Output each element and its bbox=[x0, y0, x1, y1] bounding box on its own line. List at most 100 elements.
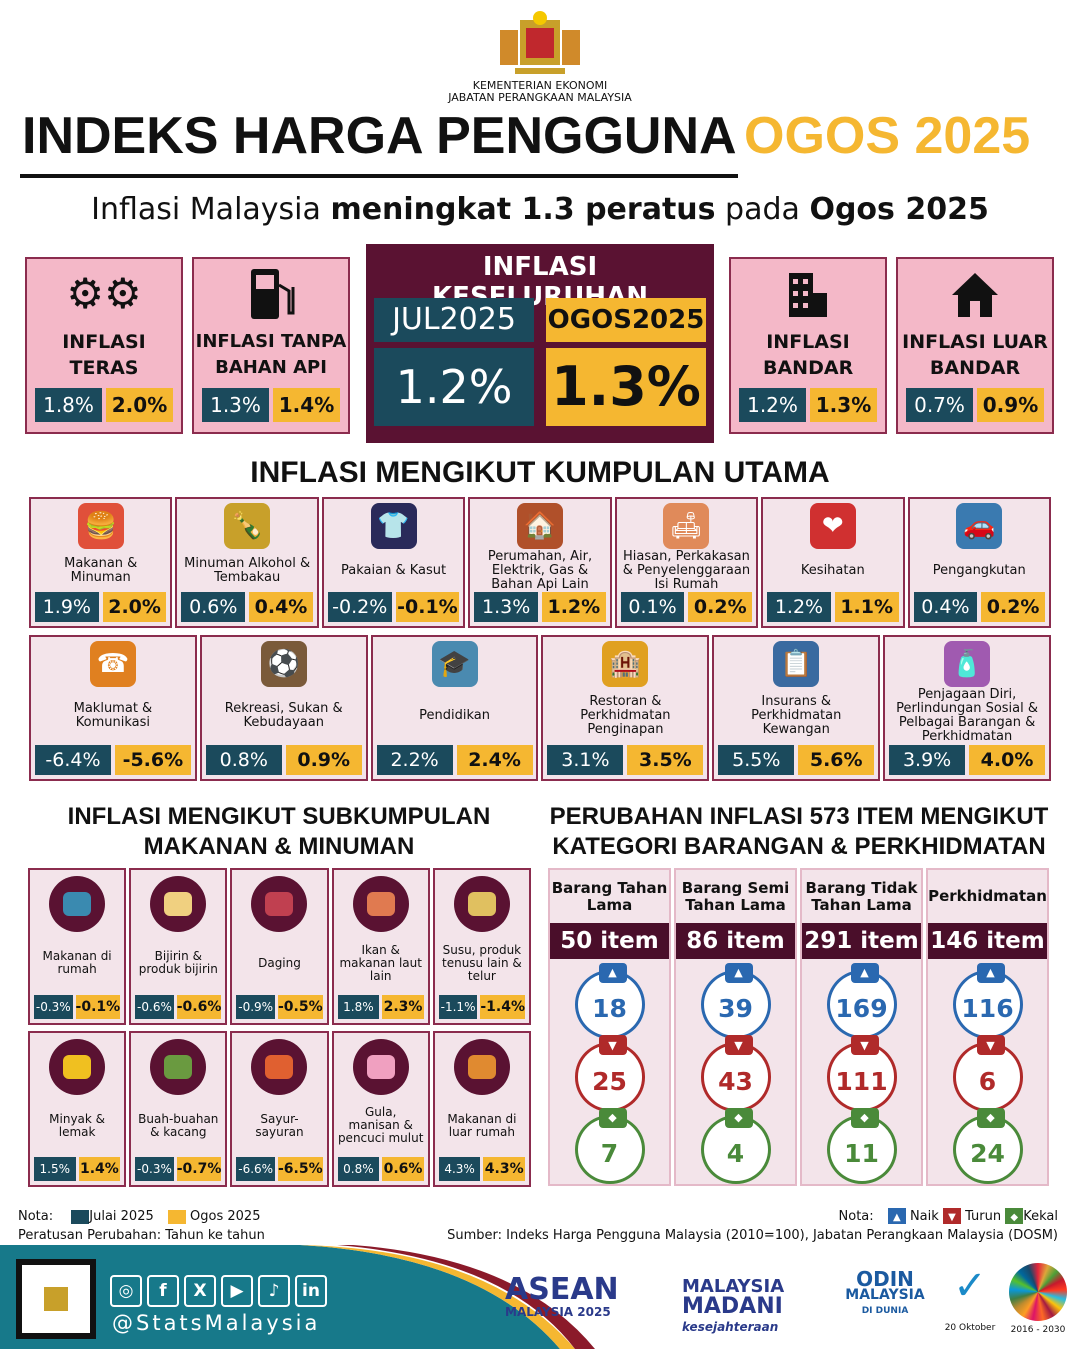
value-jul: 1.2% bbox=[739, 388, 806, 422]
item-category-column: Barang Tahan Lama 50 item ▲ 18 ▼ 25 ◆ 7 bbox=[548, 868, 671, 1186]
subgroup-card: Sayur-sayuran -6.6% -6.5% bbox=[230, 1030, 329, 1187]
category-label: Barang Tidak Tahan Lama bbox=[805, 878, 918, 914]
food-icon bbox=[352, 1038, 409, 1095]
turun-icon: ▼ bbox=[850, 1035, 879, 1056]
items-title: PERUBAHAN INFLASI 573 ITEM MENGIKUT KATE… bbox=[549, 803, 1049, 860]
naik-icon: ▲ bbox=[976, 962, 1005, 983]
food-icon bbox=[150, 876, 207, 932]
value-ogos: -6.5% bbox=[277, 1157, 323, 1181]
overall-title: INFLASI KESELURUHAN bbox=[432, 252, 648, 312]
subgroups-title: INFLASI MENGIKUT SUBKUMPULAN MAKANAN & M… bbox=[67, 803, 491, 860]
value-jul: 0.8% bbox=[337, 1157, 380, 1181]
building-icon bbox=[783, 259, 833, 329]
group-label: Hiasan, Perkakasan & Penyelenggaraan Isi… bbox=[622, 548, 751, 592]
value-jul: 0.4% bbox=[913, 592, 978, 622]
legend-swatch-jul bbox=[71, 1209, 90, 1224]
subgroup-card: Susu, produk tenusu lain & telur -1.1% -1… bbox=[432, 868, 531, 1025]
value-jul: 0.1% bbox=[620, 592, 685, 622]
value-jul: 1.5% bbox=[34, 1157, 76, 1181]
value-jul: 1.8% bbox=[337, 994, 380, 1019]
subgroup-card: Minyak & lemak 1.5% 1.4% bbox=[28, 1030, 127, 1187]
item-count: 291 item bbox=[802, 923, 921, 960]
x-icon[interactable]: X bbox=[184, 1275, 216, 1307]
legend-right: Nota: ▲ Naik ▼ Turun ◆ Kekal Sumber: Inde… bbox=[447, 1208, 1058, 1243]
facebook-icon[interactable]: f bbox=[147, 1275, 179, 1307]
basis-note: Peratusan Perubahan: Tahun ke tahun bbox=[18, 1228, 265, 1243]
value-ogos: 3.5% bbox=[627, 745, 704, 775]
subgroup-label: Makanan di luar rumah bbox=[447, 1111, 517, 1139]
youtube-icon[interactable]: ▶ bbox=[221, 1275, 253, 1307]
value-ogos: -0.1% bbox=[75, 994, 121, 1019]
value-ogos: 0.9% bbox=[285, 745, 362, 775]
value-jul: 1.3% bbox=[202, 388, 269, 422]
curr-period-label: OGOS2025 bbox=[546, 298, 706, 342]
value-jul: -0.3% bbox=[135, 1157, 174, 1181]
group-label: Perumahan, Air, Elektrik, Gas & Bahan Ap… bbox=[487, 548, 593, 592]
turun-icon: ▼ bbox=[724, 1035, 753, 1056]
instagram-icon[interactable]: ◎ bbox=[110, 1275, 142, 1307]
value-ogos: -0.1% bbox=[395, 592, 460, 622]
subgroup-card: Daging -0.9% -0.5% bbox=[230, 868, 329, 1025]
value-jul: -0.9% bbox=[236, 994, 275, 1019]
turun-count: ▼ 6 bbox=[952, 1035, 1023, 1112]
naik-icon: ▲ bbox=[887, 1208, 906, 1224]
value-jul: -1.1% bbox=[438, 994, 478, 1019]
value-jul: -6.6% bbox=[236, 1157, 275, 1181]
value-jul: 3.1% bbox=[547, 745, 624, 775]
subgroup-card: Buah-buahan & kacang -0.3% -0.7% bbox=[129, 1030, 228, 1187]
group-icon: ❤ bbox=[809, 503, 856, 549]
value-jul: 1.8% bbox=[35, 388, 102, 422]
value-ogos: 0.6% bbox=[382, 1157, 424, 1181]
group-icon: 🍔 bbox=[77, 503, 124, 549]
social-handle[interactable]: @StatsMalaysia bbox=[112, 1311, 321, 1335]
value-ogos: 2.3% bbox=[382, 994, 424, 1019]
title-divider bbox=[20, 174, 738, 178]
subgroup-label: Daging bbox=[258, 955, 301, 970]
title-period: OGOS 2025 bbox=[744, 107, 1031, 165]
linkedin-icon[interactable]: in bbox=[295, 1275, 327, 1307]
social-icons: ◎ f X ▶ ♪ in bbox=[110, 1275, 327, 1307]
value-ogos: -0.6% bbox=[176, 994, 222, 1019]
food-icon bbox=[49, 876, 106, 932]
department-name: JABATAN PERANGKAAN MALAYSIA bbox=[448, 91, 632, 104]
group-label: Pendidikan bbox=[419, 708, 490, 723]
subgroup-label: Makanan di rumah bbox=[42, 949, 112, 977]
card-inflasi-tanpa-bahan-api: INFLASI TANPA BAHAN API 1.3% 1.4% bbox=[192, 257, 350, 434]
main-group-card: 🧴 Penjagaan Diri, Perlindungan Sosial & … bbox=[883, 635, 1051, 781]
group-label: Kesihatan bbox=[800, 562, 865, 578]
group-label: Insurans & Perkhidmatan Kewangan bbox=[751, 694, 842, 737]
group-label: Restoran & Perkhidmatan Penginapan bbox=[580, 694, 671, 737]
odin-logo: ODIN MALAYSIA DI DUNIA bbox=[845, 1267, 925, 1316]
turun-count: ▼ 111 bbox=[826, 1035, 897, 1112]
subgroup-card: Ikan & makanan laut lain 1.8% 2.3% bbox=[331, 868, 430, 1025]
fuel-pump-icon bbox=[241, 259, 301, 329]
kekal-icon: ◆ bbox=[850, 1107, 879, 1128]
subgroup-card: Gula, manisan & pencuci mulut 0.8% 0.6% bbox=[331, 1030, 430, 1187]
card-inflasi-bandar: INFLASI BANDAR 1.2% 1.3% bbox=[729, 257, 887, 434]
group-label: Pengangkutan bbox=[932, 562, 1026, 578]
qr-code[interactable] bbox=[16, 1259, 96, 1339]
main-group-card: ☎ Maklumat & Komunikasi -6.4% -5.6% bbox=[29, 635, 197, 781]
item-count: 146 item bbox=[928, 923, 1047, 960]
turun-count: ▼ 43 bbox=[700, 1035, 771, 1112]
value-ogos: -1.4% bbox=[480, 994, 525, 1019]
main-group-card: 🏨 Restoran & Perkhidmatan Penginapan 3.1… bbox=[541, 635, 710, 781]
main-group-card: 🍔 Makanan & Minuman 1.9% 2.0% bbox=[29, 497, 173, 628]
tiktok-icon[interactable]: ♪ bbox=[258, 1275, 290, 1307]
naik-count: ▲ 169 bbox=[826, 962, 897, 1040]
main-group-card: 🛋 Hiasan, Perkakasan & Penyelenggaraan I… bbox=[614, 497, 759, 628]
food-icon bbox=[453, 876, 510, 932]
malaysia-madani-logo: MALAYSIA MADANI kesejahteraan bbox=[682, 1276, 785, 1335]
house-icon bbox=[948, 259, 1002, 329]
turun-icon: ▼ bbox=[598, 1035, 627, 1056]
naik-count: ▲ 18 bbox=[574, 962, 645, 1040]
group-label: Maklumat & Komunikasi bbox=[73, 701, 153, 730]
value-ogos: 2.0% bbox=[102, 592, 167, 622]
group-label: Pakaian & Kasut bbox=[341, 562, 447, 578]
card-inflasi-teras: ⚙⚙ INFLASI TERAS 1.8% 2.0% bbox=[25, 257, 183, 434]
asean-logo: ASEAN MALAYSIA 2025 bbox=[505, 1272, 619, 1320]
main-group-card: 🎓 Pendidikan 2.2% 2.4% bbox=[370, 635, 539, 781]
value-jul: 3.9% bbox=[889, 745, 966, 775]
food-icon bbox=[150, 1038, 207, 1095]
value-ogos: -0.7% bbox=[176, 1157, 222, 1181]
